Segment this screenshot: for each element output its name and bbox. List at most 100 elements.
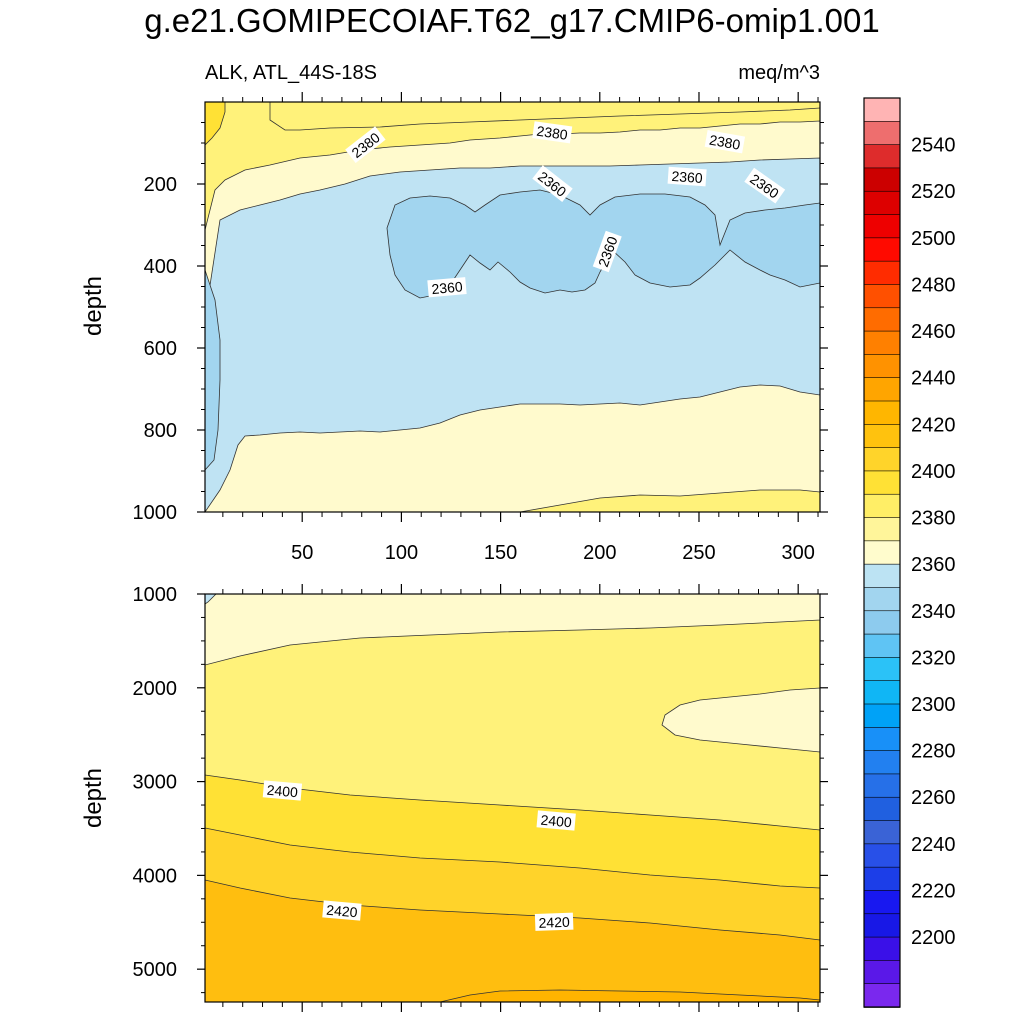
colorbar-swatch	[863, 144, 901, 169]
lower-y-tick-label: 1000	[133, 584, 178, 606]
axis-ticks: 200 400 600 800 1000 50 100 150 200 250 300 1000 200…	[133, 92, 828, 1012]
colorbar-swatch	[863, 493, 901, 519]
lower-y-tick-label: 3000	[133, 772, 178, 794]
upper-y-tick-label: 800	[144, 420, 177, 442]
upper-bottom-2390	[519, 489, 820, 512]
chart-title: g.e21.GOMIPECOIAF.T62_g17.CMIP6-omip1.00…	[144, 2, 880, 39]
upper-contour-label: 2380	[704, 130, 746, 154]
colorbar-swatch	[863, 773, 901, 799]
colorbar-swatch	[863, 983, 901, 1008]
contour-label-background	[536, 810, 576, 831]
colorbar-label: 2200	[911, 927, 956, 949]
colorbar-swatch	[863, 936, 901, 962]
upper-region-2350-left	[205, 269, 221, 471]
colorbar-label: 2500	[911, 228, 956, 250]
upper-contour-label: 2380	[532, 121, 573, 144]
lower-panel	[205, 594, 820, 1002]
colorbar-swatch	[863, 214, 901, 239]
colorbar-label: 2320	[911, 647, 956, 669]
colorbar-swatch	[863, 400, 901, 426]
contour-label-background	[262, 780, 303, 801]
lower-contour-label: 2400	[536, 810, 576, 831]
colorbar-swatch	[863, 424, 901, 449]
colorbar-swatch	[863, 960, 901, 985]
contour-label-text: 2420	[538, 914, 570, 931]
colorbar-swatch	[863, 657, 901, 682]
variable-subtitle: ALK, ATL_44S-18S	[205, 62, 377, 84]
colorbar-swatch	[863, 540, 901, 565]
colorbar-label: 2540	[911, 135, 956, 157]
upper-top-band	[269, 102, 820, 131]
colorbar-swatch	[863, 237, 901, 262]
colorbar-swatch	[863, 633, 901, 659]
colorbar-swatch	[863, 750, 901, 775]
colorbar-frame	[863, 97, 901, 1008]
upper-x-tick-label: 150	[484, 542, 517, 564]
colorbar-swatch	[863, 890, 901, 915]
colorbar-label: 2520	[911, 181, 956, 203]
lower-contour-label: 2400	[262, 780, 303, 801]
colorbar-label: 2260	[911, 787, 956, 809]
colorbar-swatch	[863, 167, 901, 193]
colorbar-swatch	[863, 587, 901, 612]
lower-contour-label: 2420	[534, 912, 574, 931]
colorbar-swatch	[863, 354, 901, 379]
contour-label-text: 2380	[708, 132, 742, 153]
contour-label-text: 2380	[536, 123, 569, 143]
upper-y-tick-label: 200	[144, 174, 177, 196]
upper-x-tick-label: 100	[385, 542, 418, 564]
lower-region-2380-right	[661, 687, 820, 753]
colorbar-swatch	[863, 447, 901, 472]
colorbar-label: 2480	[911, 274, 956, 296]
contour-label-background	[427, 277, 467, 298]
contour-label-text: 2400	[266, 782, 299, 801]
lower-bottom-2430	[439, 989, 820, 1002]
colorbar-swatch	[863, 377, 901, 402]
colorbar-label: 2440	[911, 368, 956, 390]
colorbar-swatch	[863, 307, 901, 332]
colorbar-swatch	[863, 260, 901, 286]
contour-label-background	[532, 121, 573, 144]
colorbar-swatch	[863, 680, 901, 705]
colorbar-swatch	[863, 563, 901, 589]
contour-label-background	[322, 900, 362, 921]
colorbar-swatch	[863, 284, 901, 309]
colorbar-swatch	[863, 517, 901, 542]
lower-y-tick-label: 5000	[133, 959, 178, 981]
contour-label-background	[345, 126, 386, 164]
contour-label-background	[667, 166, 707, 187]
contour-label-background	[592, 230, 622, 273]
colorbar: 2540 2520 2500 2480 2460 2440 2420 2400 2380 2360…	[863, 97, 956, 1008]
lower-frame	[204, 593, 821, 1003]
units-subtitle: meq/m^3	[738, 62, 820, 84]
colorbar-swatch	[863, 121, 901, 146]
upper-y-tick-label: 400	[144, 256, 177, 278]
colorbar-label: 2300	[911, 694, 956, 716]
contour-label-text: 2420	[326, 902, 359, 921]
upper-contour-label: 2360	[427, 277, 467, 298]
lower-y-tick-label: 4000	[133, 865, 178, 887]
colorbar-label: 2400	[911, 461, 956, 483]
colorbar-label: 2460	[911, 321, 956, 343]
colorbar-label: 2380	[911, 508, 956, 530]
colorbar-swatch	[863, 703, 901, 729]
upper-y-axis-title: depth	[80, 276, 107, 336]
colorbar-swatch	[863, 97, 901, 123]
lower-y-tick-label: 2000	[133, 678, 178, 700]
colorbar-swatch	[863, 330, 901, 356]
contour-label-background	[532, 165, 573, 203]
colorbar-label: 2280	[911, 741, 956, 763]
upper-y-tick-label: 600	[144, 338, 177, 360]
lower-contour-label: 2420	[322, 900, 362, 921]
upper-x-tick-label: 300	[781, 542, 814, 564]
colorbar-label: 2240	[911, 834, 956, 856]
lower-y-axis-title: depth	[80, 768, 107, 828]
contour-label-text: 2360	[431, 278, 464, 297]
contour-label-text: 2400	[540, 812, 573, 831]
colorbar-swatch	[863, 470, 901, 496]
upper-x-tick-label: 250	[682, 542, 715, 564]
upper-panel	[205, 102, 820, 512]
colorbar-swatch	[863, 610, 901, 635]
contour-label-background	[534, 912, 574, 931]
